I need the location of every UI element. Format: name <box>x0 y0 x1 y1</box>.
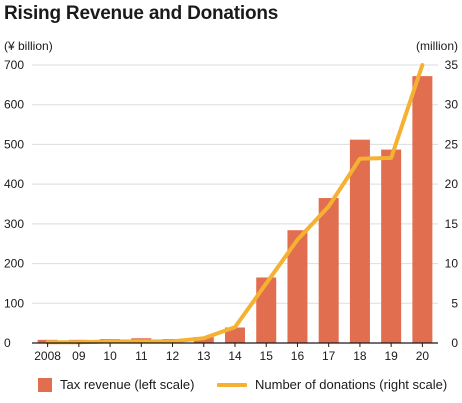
x-tick-label-11: 11 <box>135 349 148 363</box>
legend-label-revenue: Tax revenue (left scale) <box>60 377 195 392</box>
x-tick-label-18: 18 <box>353 349 367 363</box>
x-tick-label-17: 17 <box>322 349 336 363</box>
right-tick-label-0: 0 <box>451 336 458 350</box>
left-tick-label-0: 0 <box>4 336 11 350</box>
x-tick-label-16: 16 <box>291 349 305 363</box>
revenue-bar-15 <box>256 277 277 343</box>
x-tick-label-19: 19 <box>384 349 398 363</box>
left-tick-label-200: 200 <box>4 257 24 271</box>
left-tick-label-400: 400 <box>4 177 24 191</box>
tick-labels: 0 100 200 300 400 500 600 700 0 5 10 15 20 25 30 35 2008… <box>4 58 458 363</box>
right-tick-label-15: 15 <box>445 217 459 231</box>
legend-label-donations: Number of donations (right scale) <box>255 377 448 392</box>
right-tick-label-35: 35 <box>445 58 459 72</box>
x-tick-label-14: 14 <box>228 349 242 363</box>
right-tick-label-30: 30 <box>445 98 459 112</box>
revenue-bar-17 <box>318 198 339 343</box>
x-tick-label-2008: 2008 <box>34 349 61 363</box>
x-tick-label-20: 20 <box>416 349 430 363</box>
right-tick-label-10: 10 <box>445 257 459 271</box>
revenue-bar-20 <box>412 76 433 344</box>
axes <box>32 342 438 347</box>
right-axis-unit-label: (million) <box>416 39 458 53</box>
x-tick-label-10: 10 <box>103 349 117 363</box>
gridlines <box>32 64 438 304</box>
revenue-bar-18 <box>349 139 370 343</box>
donations-line-layer <box>45 63 425 345</box>
right-tick-label-25: 25 <box>445 137 459 151</box>
x-tick-label-13: 13 <box>197 349 211 363</box>
right-tick-label-5: 5 <box>451 296 458 310</box>
revenue-bar-19 <box>381 149 402 343</box>
left-tick-label-600: 600 <box>4 98 24 112</box>
legend: Tax revenue (left scale) Number of donat… <box>0 377 462 397</box>
right-tick-label-20: 20 <box>445 177 459 191</box>
legend-line-swatch <box>217 382 247 387</box>
x-tick-label-15: 15 <box>260 349 274 363</box>
legend-bar-swatch <box>38 377 52 392</box>
x-tick-label-09: 09 <box>72 349 86 363</box>
left-tick-label-300: 300 <box>4 217 24 231</box>
revenue-bar-14 <box>225 327 245 343</box>
chart-title: Rising Revenue and Donations <box>4 3 279 24</box>
legend-item-donations: Number of donations (right scale) <box>217 377 447 392</box>
left-axis-unit-label: (¥ billion) <box>4 39 53 53</box>
revenue-bar-16 <box>287 230 308 343</box>
donations-line <box>45 63 425 345</box>
left-tick-label-100: 100 <box>4 296 24 310</box>
legend-item-revenue: Tax revenue (left scale) <box>38 377 194 392</box>
left-tick-label-700: 700 <box>4 58 24 72</box>
left-tick-label-500: 500 <box>4 137 24 151</box>
x-tick-label-12: 12 <box>166 349 180 363</box>
